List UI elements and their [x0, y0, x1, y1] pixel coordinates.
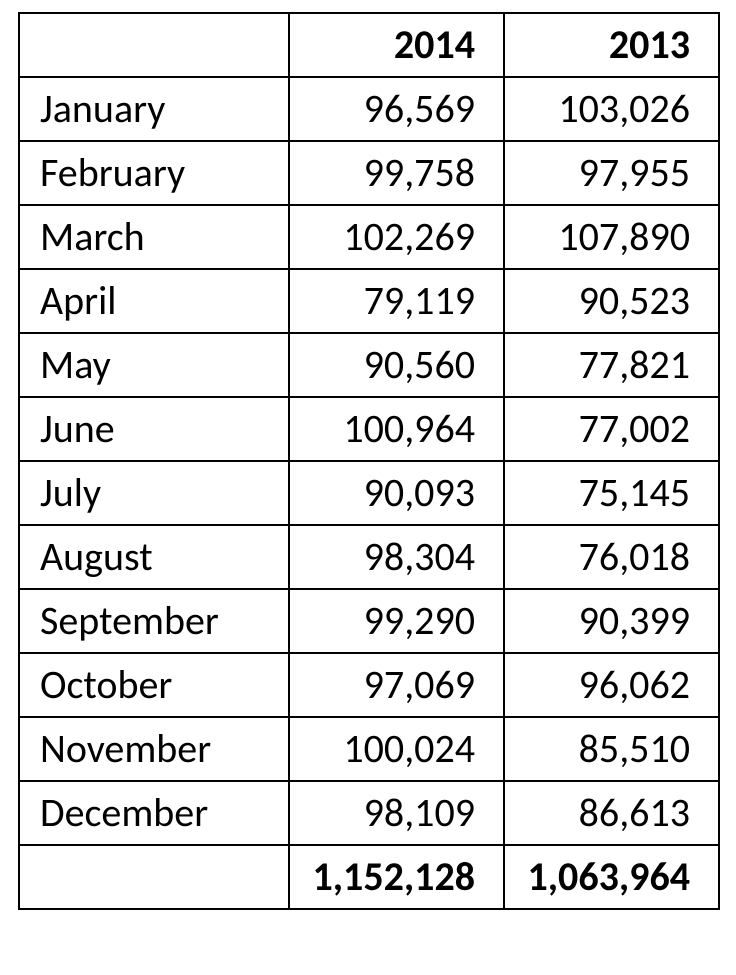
- table-row: March102,269107,890: [19, 205, 719, 269]
- value-2013-cell: 77,002: [504, 397, 719, 461]
- value-2013-cell: 107,890: [504, 205, 719, 269]
- month-cell: May: [19, 333, 289, 397]
- month-cell: July: [19, 461, 289, 525]
- month-cell: October: [19, 653, 289, 717]
- value-2013-cell: 90,523: [504, 269, 719, 333]
- value-2013-cell: 76,018: [504, 525, 719, 589]
- value-2014-cell: 90,093: [289, 461, 504, 525]
- value-2014-cell: 98,109: [289, 781, 504, 845]
- monthly-data-table: 2014 2013 January96,569103,026February99…: [18, 12, 720, 910]
- total-2014: 1,152,128: [289, 845, 504, 909]
- value-2014-cell: 100,964: [289, 397, 504, 461]
- month-cell: December: [19, 781, 289, 845]
- month-cell: March: [19, 205, 289, 269]
- month-cell: January: [19, 77, 289, 141]
- value-2014-cell: 98,304: [289, 525, 504, 589]
- header-2013: 2013: [504, 13, 719, 77]
- table-row: May90,56077,821: [19, 333, 719, 397]
- table-row: February99,75897,955: [19, 141, 719, 205]
- value-2013-cell: 85,510: [504, 717, 719, 781]
- total-label: [19, 845, 289, 909]
- table-row: November100,02485,510: [19, 717, 719, 781]
- value-2014-cell: 79,119: [289, 269, 504, 333]
- value-2013-cell: 103,026: [504, 77, 719, 141]
- value-2014-cell: 102,269: [289, 205, 504, 269]
- value-2014-cell: 100,024: [289, 717, 504, 781]
- value-2014-cell: 99,758: [289, 141, 504, 205]
- value-2013-cell: 97,955: [504, 141, 719, 205]
- value-2014-cell: 99,290: [289, 589, 504, 653]
- value-2014-cell: 96,569: [289, 77, 504, 141]
- month-cell: February: [19, 141, 289, 205]
- header-2014: 2014: [289, 13, 504, 77]
- table-row: September99,29090,399: [19, 589, 719, 653]
- value-2013-cell: 77,821: [504, 333, 719, 397]
- month-cell: November: [19, 717, 289, 781]
- value-2014-cell: 97,069: [289, 653, 504, 717]
- table-row: April79,11990,523: [19, 269, 719, 333]
- value-2013-cell: 90,399: [504, 589, 719, 653]
- header-blank: [19, 13, 289, 77]
- month-cell: June: [19, 397, 289, 461]
- value-2014-cell: 90,560: [289, 333, 504, 397]
- table-row: August98,30476,018: [19, 525, 719, 589]
- table-header-row: 2014 2013: [19, 13, 719, 77]
- value-2013-cell: 75,145: [504, 461, 719, 525]
- table-row: June100,96477,002: [19, 397, 719, 461]
- value-2013-cell: 86,613: [504, 781, 719, 845]
- month-cell: August: [19, 525, 289, 589]
- value-2013-cell: 96,062: [504, 653, 719, 717]
- table-total-row: 1,152,128 1,063,964: [19, 845, 719, 909]
- table-row: July90,09375,145: [19, 461, 719, 525]
- month-cell: April: [19, 269, 289, 333]
- table-row: December98,10986,613: [19, 781, 719, 845]
- table-row: October97,06996,062: [19, 653, 719, 717]
- table-body: January96,569103,026February99,75897,955…: [19, 77, 719, 845]
- total-2013: 1,063,964: [504, 845, 719, 909]
- table-row: January96,569103,026: [19, 77, 719, 141]
- month-cell: September: [19, 589, 289, 653]
